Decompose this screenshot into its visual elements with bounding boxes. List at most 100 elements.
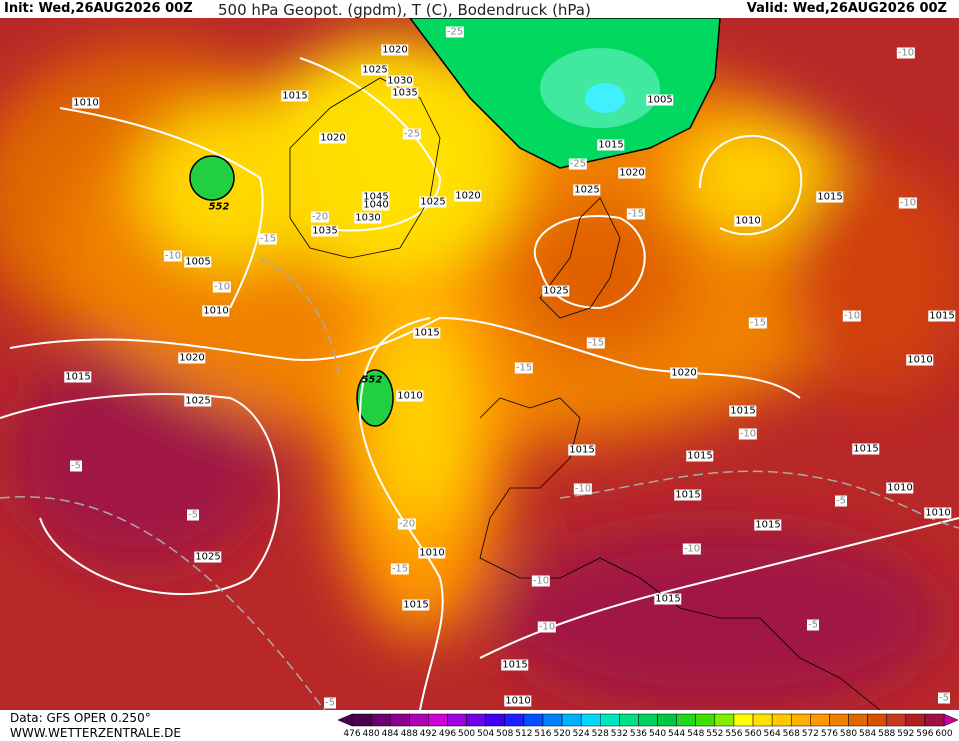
isobar-label: 1010	[504, 695, 532, 707]
isobar-label: 1010	[924, 507, 952, 519]
colorbar-tick-label: 584	[859, 729, 877, 739]
temperature-label: -15	[586, 337, 606, 349]
temperature-label: -20	[397, 518, 417, 530]
colorbar-tick-label: 496	[438, 729, 457, 739]
colorbar-tick-label: 548	[687, 729, 705, 739]
geopotential-label: 552	[208, 201, 230, 213]
colorbar-tick-label: 512	[515, 729, 533, 739]
valid-time: Valid: Wed,26AUG2026 00Z	[746, 1, 947, 16]
colorbar-tick-label: 528	[591, 729, 609, 739]
colorbar-tick-label: 552	[706, 729, 724, 739]
temperature-label: -5	[807, 619, 819, 631]
temperature-label: -10	[163, 250, 183, 262]
colorbar-arrow-left	[337, 713, 353, 727]
isobar-label: 1015	[413, 327, 441, 339]
colorbar-tick-label: 576	[820, 729, 838, 739]
isobar-label: 1015	[64, 371, 92, 383]
colorbar-segment	[466, 713, 486, 727]
isobar-label: 1025	[573, 184, 601, 196]
isobar-label: 1030	[354, 212, 382, 224]
colorbar-segment	[504, 713, 525, 727]
colorbar-segment	[428, 713, 448, 727]
colorbar-tick-label: 480	[362, 729, 380, 739]
isobar-label: 1015	[852, 443, 880, 455]
colorbar-tick-label: 568	[782, 729, 800, 739]
temperature-label: -15	[390, 563, 410, 575]
isobar-label: 1015	[597, 139, 625, 151]
isobar-label: 1015	[928, 310, 956, 322]
colorbar-tick-label: 588	[878, 729, 896, 739]
colorbar-tick-label: 500	[457, 729, 476, 739]
isobar-label: 1010	[72, 97, 100, 109]
isobar-label: 1020	[319, 132, 347, 144]
isobar-label: 1010	[202, 305, 230, 317]
isobar-label: 1035	[391, 87, 419, 99]
colorbar-segment	[389, 713, 410, 727]
colorbar-segment	[447, 713, 467, 727]
colorbar-segment	[695, 713, 716, 727]
isobar-label: 1020	[178, 352, 206, 364]
isobar-label: 1020	[381, 44, 409, 56]
isobar-label: 1015	[281, 90, 309, 102]
isobar-label: 1025	[184, 395, 212, 407]
site: WWW.WETTERZENTRALE.DE	[10, 726, 181, 740]
colorbar-segment	[676, 713, 696, 727]
isobar-label: 1015	[568, 444, 596, 456]
colorbar-tick-label: 540	[648, 729, 667, 739]
temperature-label: -5	[938, 692, 950, 704]
isobar-label: 1020	[618, 167, 646, 179]
colorbar-segment	[924, 713, 945, 727]
colorbar-tick-label: 596	[916, 729, 934, 739]
isobar-label: 1020	[670, 367, 698, 379]
isobar-label: 1025	[419, 196, 447, 208]
isobar-label: 1010	[906, 354, 934, 366]
colorbar-tick-label: 492	[419, 729, 437, 739]
temperature-label: -25	[445, 26, 465, 38]
isobar-label: 1015	[816, 191, 844, 203]
colorbar-segment	[542, 713, 563, 727]
temperature-label: -10	[573, 483, 593, 495]
colorbar	[337, 713, 959, 727]
isobar-label: 1015	[686, 450, 714, 462]
temperature-label: -15	[514, 362, 534, 374]
colorbar-tick-label: 556	[725, 729, 743, 739]
colorbar-segment	[657, 713, 677, 727]
isobar-label: 1015	[402, 599, 430, 611]
colorbar-segment	[810, 713, 830, 727]
temperature-label: -15	[258, 233, 278, 245]
colorbar-segment	[561, 713, 582, 727]
colorbar-segment	[848, 713, 868, 727]
isobar-label: 1040	[362, 199, 390, 211]
isobar-label: 1010	[886, 482, 914, 494]
data-source: Data: GFS OPER 0.250°	[10, 711, 151, 725]
colorbar-tick-label: 484	[381, 729, 399, 739]
colorbar-tick-label: 476	[343, 729, 361, 739]
colorbar-segment	[619, 713, 639, 727]
temperature-label: -10	[212, 281, 232, 293]
colorbar-segment	[370, 713, 391, 727]
colorbar-segment	[905, 713, 926, 727]
temperature-label: -5	[70, 460, 82, 472]
isobar-label: 1005	[646, 94, 674, 106]
colorbar-segment	[771, 713, 792, 727]
isobar-label: 1015	[501, 659, 529, 671]
isobar-label: 1010	[734, 215, 762, 227]
isobar-label: 1015	[654, 593, 682, 605]
colorbar-segment	[714, 713, 735, 727]
colorbar-tick-label: 536	[629, 729, 648, 739]
isobar-label: 1035	[311, 225, 339, 237]
isotherms	[0, 257, 959, 710]
temperature-label: -25	[402, 128, 422, 140]
temperature-label: -10	[842, 310, 862, 322]
isobar-label: 1030	[386, 75, 414, 87]
colorbar-tick-label: 544	[668, 729, 686, 739]
colorbar-tick-label: 600	[935, 729, 953, 739]
colorbar-tick-label: 520	[553, 729, 571, 739]
temperature-label: -25	[568, 158, 588, 170]
colorbar-segment	[790, 713, 811, 727]
colorbar-segment	[638, 713, 658, 727]
colorbar-tick-label: 560	[744, 729, 762, 739]
temperature-label: -10	[898, 197, 918, 209]
colorbar-tick-label: 516	[534, 729, 552, 739]
